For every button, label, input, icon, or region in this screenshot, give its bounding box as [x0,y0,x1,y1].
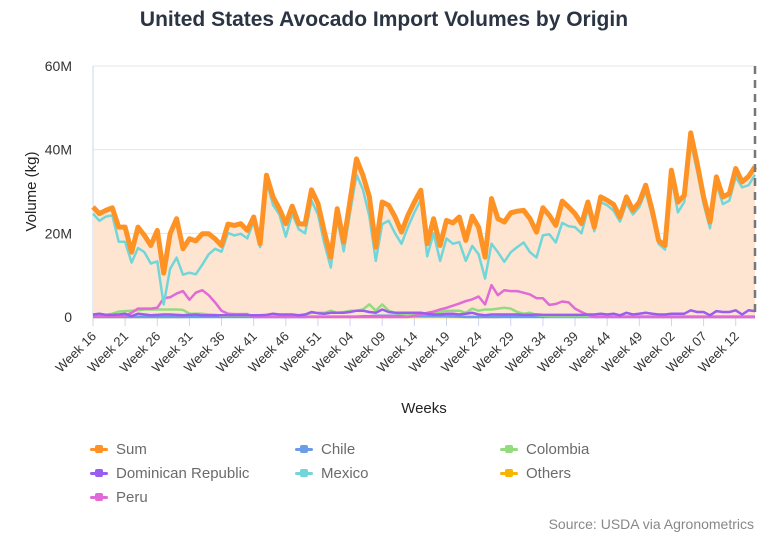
legend-marker-icon [90,492,108,502]
y-tick-label: 40M [45,142,72,158]
legend-item-chile[interactable]: Chile [295,440,500,458]
legend-item-dominican-republic[interactable]: Dominican Republic [90,464,295,482]
legend-label: Mexico [321,464,369,482]
legend-label: Chile [321,440,356,458]
legend-label: Dominican Republic [116,464,250,482]
legend-marker-icon [500,468,518,478]
y-tick-label: 60M [45,58,72,74]
chart-title: United States Avocado Import Volumes by … [139,8,629,31]
legend-label: Others [526,464,572,482]
legend-marker-icon [500,444,518,454]
legend-label: Peru [116,488,148,506]
y-tick-label: 0 [64,309,72,325]
legend-marker-icon [295,468,313,478]
series-line-dominican-republic [92,308,756,318]
x-axis-title: Weeks [401,400,447,417]
legend-marker-icon [295,444,313,454]
legend-label: Colombia [526,440,590,458]
legend-marker-icon [90,444,108,454]
series-line-sum [91,130,758,276]
legend-item-sum[interactable]: Sum [90,440,295,458]
y-tick-label: 20M [45,225,72,241]
legend-item-mexico[interactable]: Mexico [295,464,500,482]
legend-marker-icon [90,468,108,478]
legend-item-peru[interactable]: Peru [90,488,295,506]
legend-item-others[interactable]: Others [500,464,650,482]
legend-item-colombia[interactable]: Colombia [500,440,650,458]
legend-label: Sum [116,440,147,458]
source-note: Source: USDA via Agronometrics [548,516,754,532]
y-axis-title: Volume (kg) [23,151,40,231]
legend: Sum Chile Colombia Dominican Republic Me… [90,440,650,506]
